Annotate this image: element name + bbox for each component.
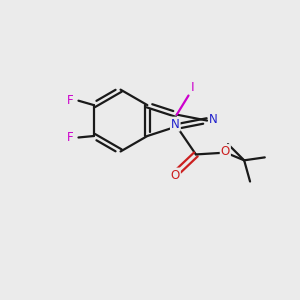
Text: O: O: [171, 169, 180, 182]
Text: I: I: [190, 81, 194, 94]
Text: F: F: [67, 94, 74, 107]
Text: N: N: [209, 112, 218, 126]
Text: F: F: [67, 131, 74, 144]
Text: N: N: [171, 118, 180, 130]
Text: O: O: [221, 145, 230, 158]
